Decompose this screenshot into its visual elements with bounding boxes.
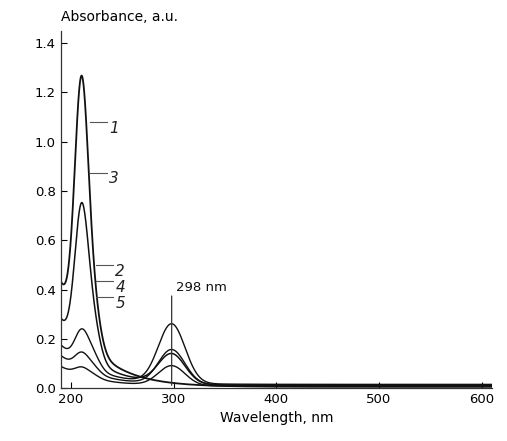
Text: 2: 2 [115, 264, 125, 279]
Text: 5: 5 [115, 295, 125, 310]
Text: 298 nm: 298 nm [176, 281, 227, 294]
Text: 1: 1 [109, 121, 119, 136]
Text: 4: 4 [115, 280, 125, 295]
Text: 3: 3 [109, 171, 119, 186]
Text: Absorbance, a.u.: Absorbance, a.u. [61, 10, 178, 24]
X-axis label: Wavelength, nm: Wavelength, nm [220, 411, 333, 426]
